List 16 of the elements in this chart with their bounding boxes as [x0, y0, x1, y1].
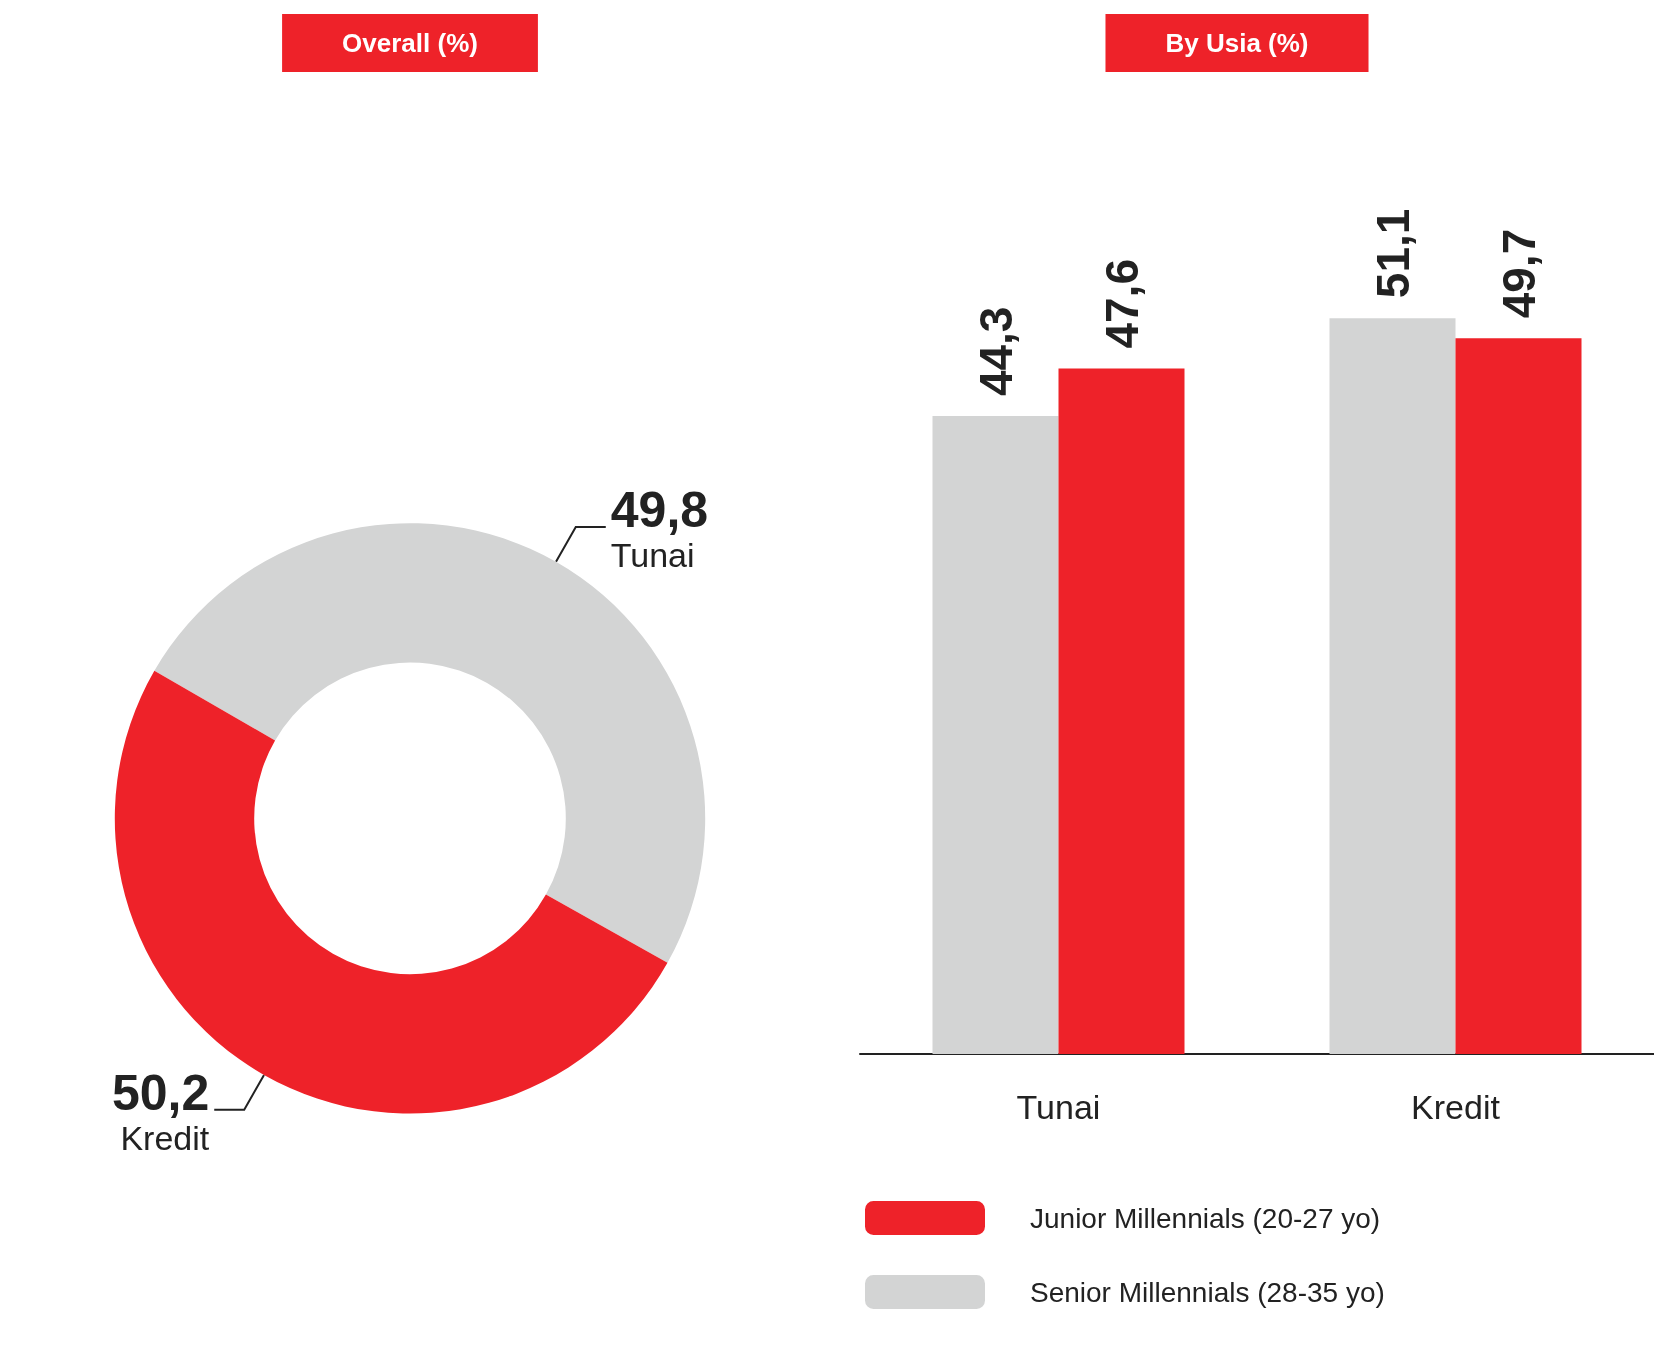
- data-label: 49,8: [610, 482, 709, 539]
- data-label: 47,6: [1095, 259, 1148, 349]
- data-label: 51,1: [1366, 208, 1419, 299]
- bar: [932, 416, 1059, 1054]
- chart-title: Overall (%): [342, 28, 478, 58]
- legend-label: Junior Millennials (20-27 yo): [1030, 1202, 1381, 1234]
- slice-label: Kredit: [120, 1118, 210, 1157]
- data-label: 50,2: [111, 1064, 210, 1121]
- data-label: 49,7: [1492, 228, 1545, 319]
- bar: [1455, 338, 1582, 1054]
- data-label: 44,3: [969, 306, 1022, 397]
- bar: [1329, 318, 1456, 1054]
- bar: [1058, 368, 1185, 1054]
- slice-label: Tunai: [610, 536, 695, 575]
- chart-title: By Usia (%): [1165, 28, 1309, 58]
- legend-label: Senior Millennials (28-35 yo): [1030, 1276, 1385, 1308]
